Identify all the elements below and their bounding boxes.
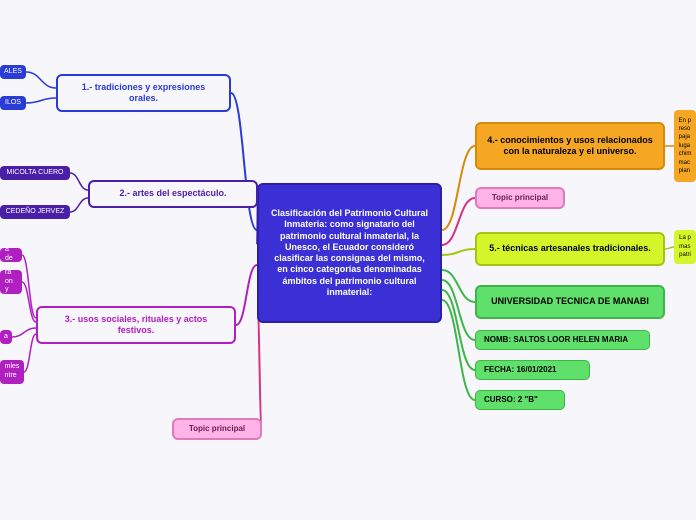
node-5-tecnicas[interactable]: 5.- técnicas artesanales tradicionales.: [475, 232, 665, 266]
node-3-usos-sociales[interactable]: 3.- usos sociales, rituales y actos fest…: [36, 306, 236, 344]
node-1-sub-a: ALES: [0, 65, 26, 79]
node-1-sub-b: ILOS: [0, 96, 26, 110]
node-4-conocimientos[interactable]: 4.- conocimientos y usos relacionados co…: [475, 122, 665, 170]
node-4-sub-a: En p reso paja luga chim mac plan: [674, 110, 696, 182]
node-2-artes[interactable]: 2.- artes del espectáculo.: [88, 180, 258, 208]
topic-principal-right[interactable]: Topic principal: [475, 187, 565, 209]
node-3-sub-b: ra on y: [0, 270, 22, 294]
node-5-sub-a: La p mas patri: [674, 230, 696, 264]
topic-principal-bottom[interactable]: Topic principal: [172, 418, 262, 440]
central-node[interactable]: Clasificación del Patrimonio Cultural In…: [257, 183, 442, 323]
detail-curso: CURSO: 2 "B": [475, 390, 565, 410]
node-2-sub-b: CEDEÑO JERVEZ: [0, 205, 70, 219]
node-2-sub-a: MICOLTA CUERO: [0, 166, 70, 180]
node-1-tradiciones[interactable]: 1.- tradiciones y expresiones orales.: [56, 74, 231, 112]
node-3-sub-c: a: [0, 330, 12, 344]
node-3-sub-d: mles ntre: [0, 360, 24, 384]
node-3-sub-a: a de: [0, 248, 22, 262]
detail-nombre: NOMB: SALTOS LOOR HELEN MARIA: [475, 330, 650, 350]
detail-fecha: FECHA: 16/01/2021: [475, 360, 590, 380]
node-6-universidad[interactable]: UNIVERSIDAD TECNICA DE MANABI: [475, 285, 665, 319]
